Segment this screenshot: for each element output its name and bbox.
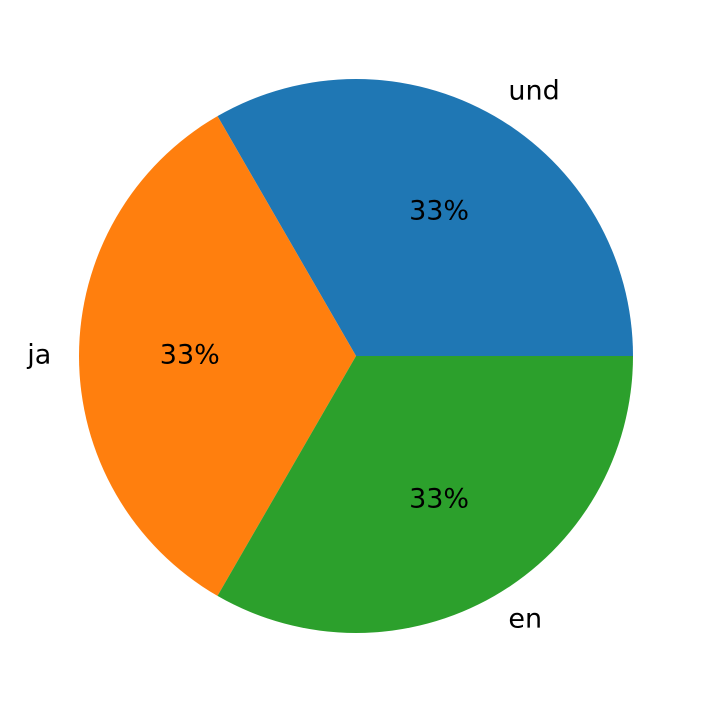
pie-slice [217,78,633,356]
slice-value-label: 33% [409,483,469,514]
slice-label: en [508,603,542,634]
pie-slice [217,356,633,633]
slice-label: und [508,76,559,107]
slice-value-label: 33% [409,196,469,227]
slice-value-label: 33% [160,340,220,371]
slice-label: ja [26,340,51,371]
